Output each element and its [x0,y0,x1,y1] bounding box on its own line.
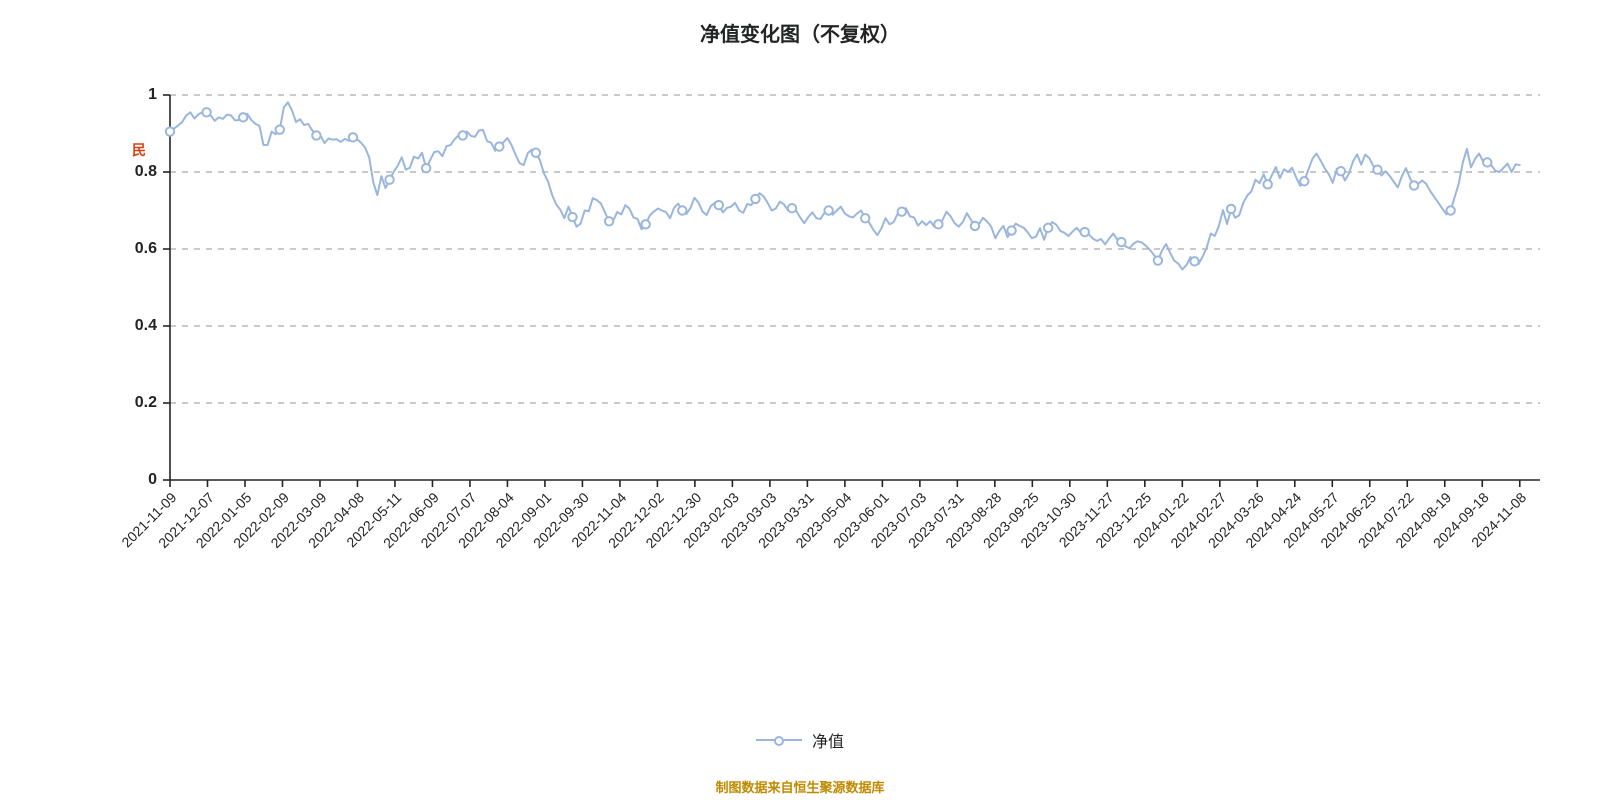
chart-plot: 00.20.40.60.812021-11-092021-12-072022-0… [110,85,1560,660]
chart-title: 净值变化图（不复权） [0,18,1600,47]
svg-text:0.2: 0.2 [135,394,157,411]
legend-swatch [756,739,802,741]
svg-text:0.8: 0.8 [135,163,157,180]
svg-text:0.6: 0.6 [135,240,157,257]
legend-marker-icon [774,736,784,746]
chart-credit: 制图数据来自恒生聚源数据库 [0,777,1600,796]
svg-text:0: 0 [148,471,157,488]
svg-text:0.4: 0.4 [135,317,157,334]
legend-label: 净值 [812,728,844,752]
chart-legend: 净值 [0,728,1600,752]
svg-text:1: 1 [148,86,157,103]
chart-container: 净值变化图（不复权） 民 00.20.40.60.812021-11-09202… [0,0,1600,800]
